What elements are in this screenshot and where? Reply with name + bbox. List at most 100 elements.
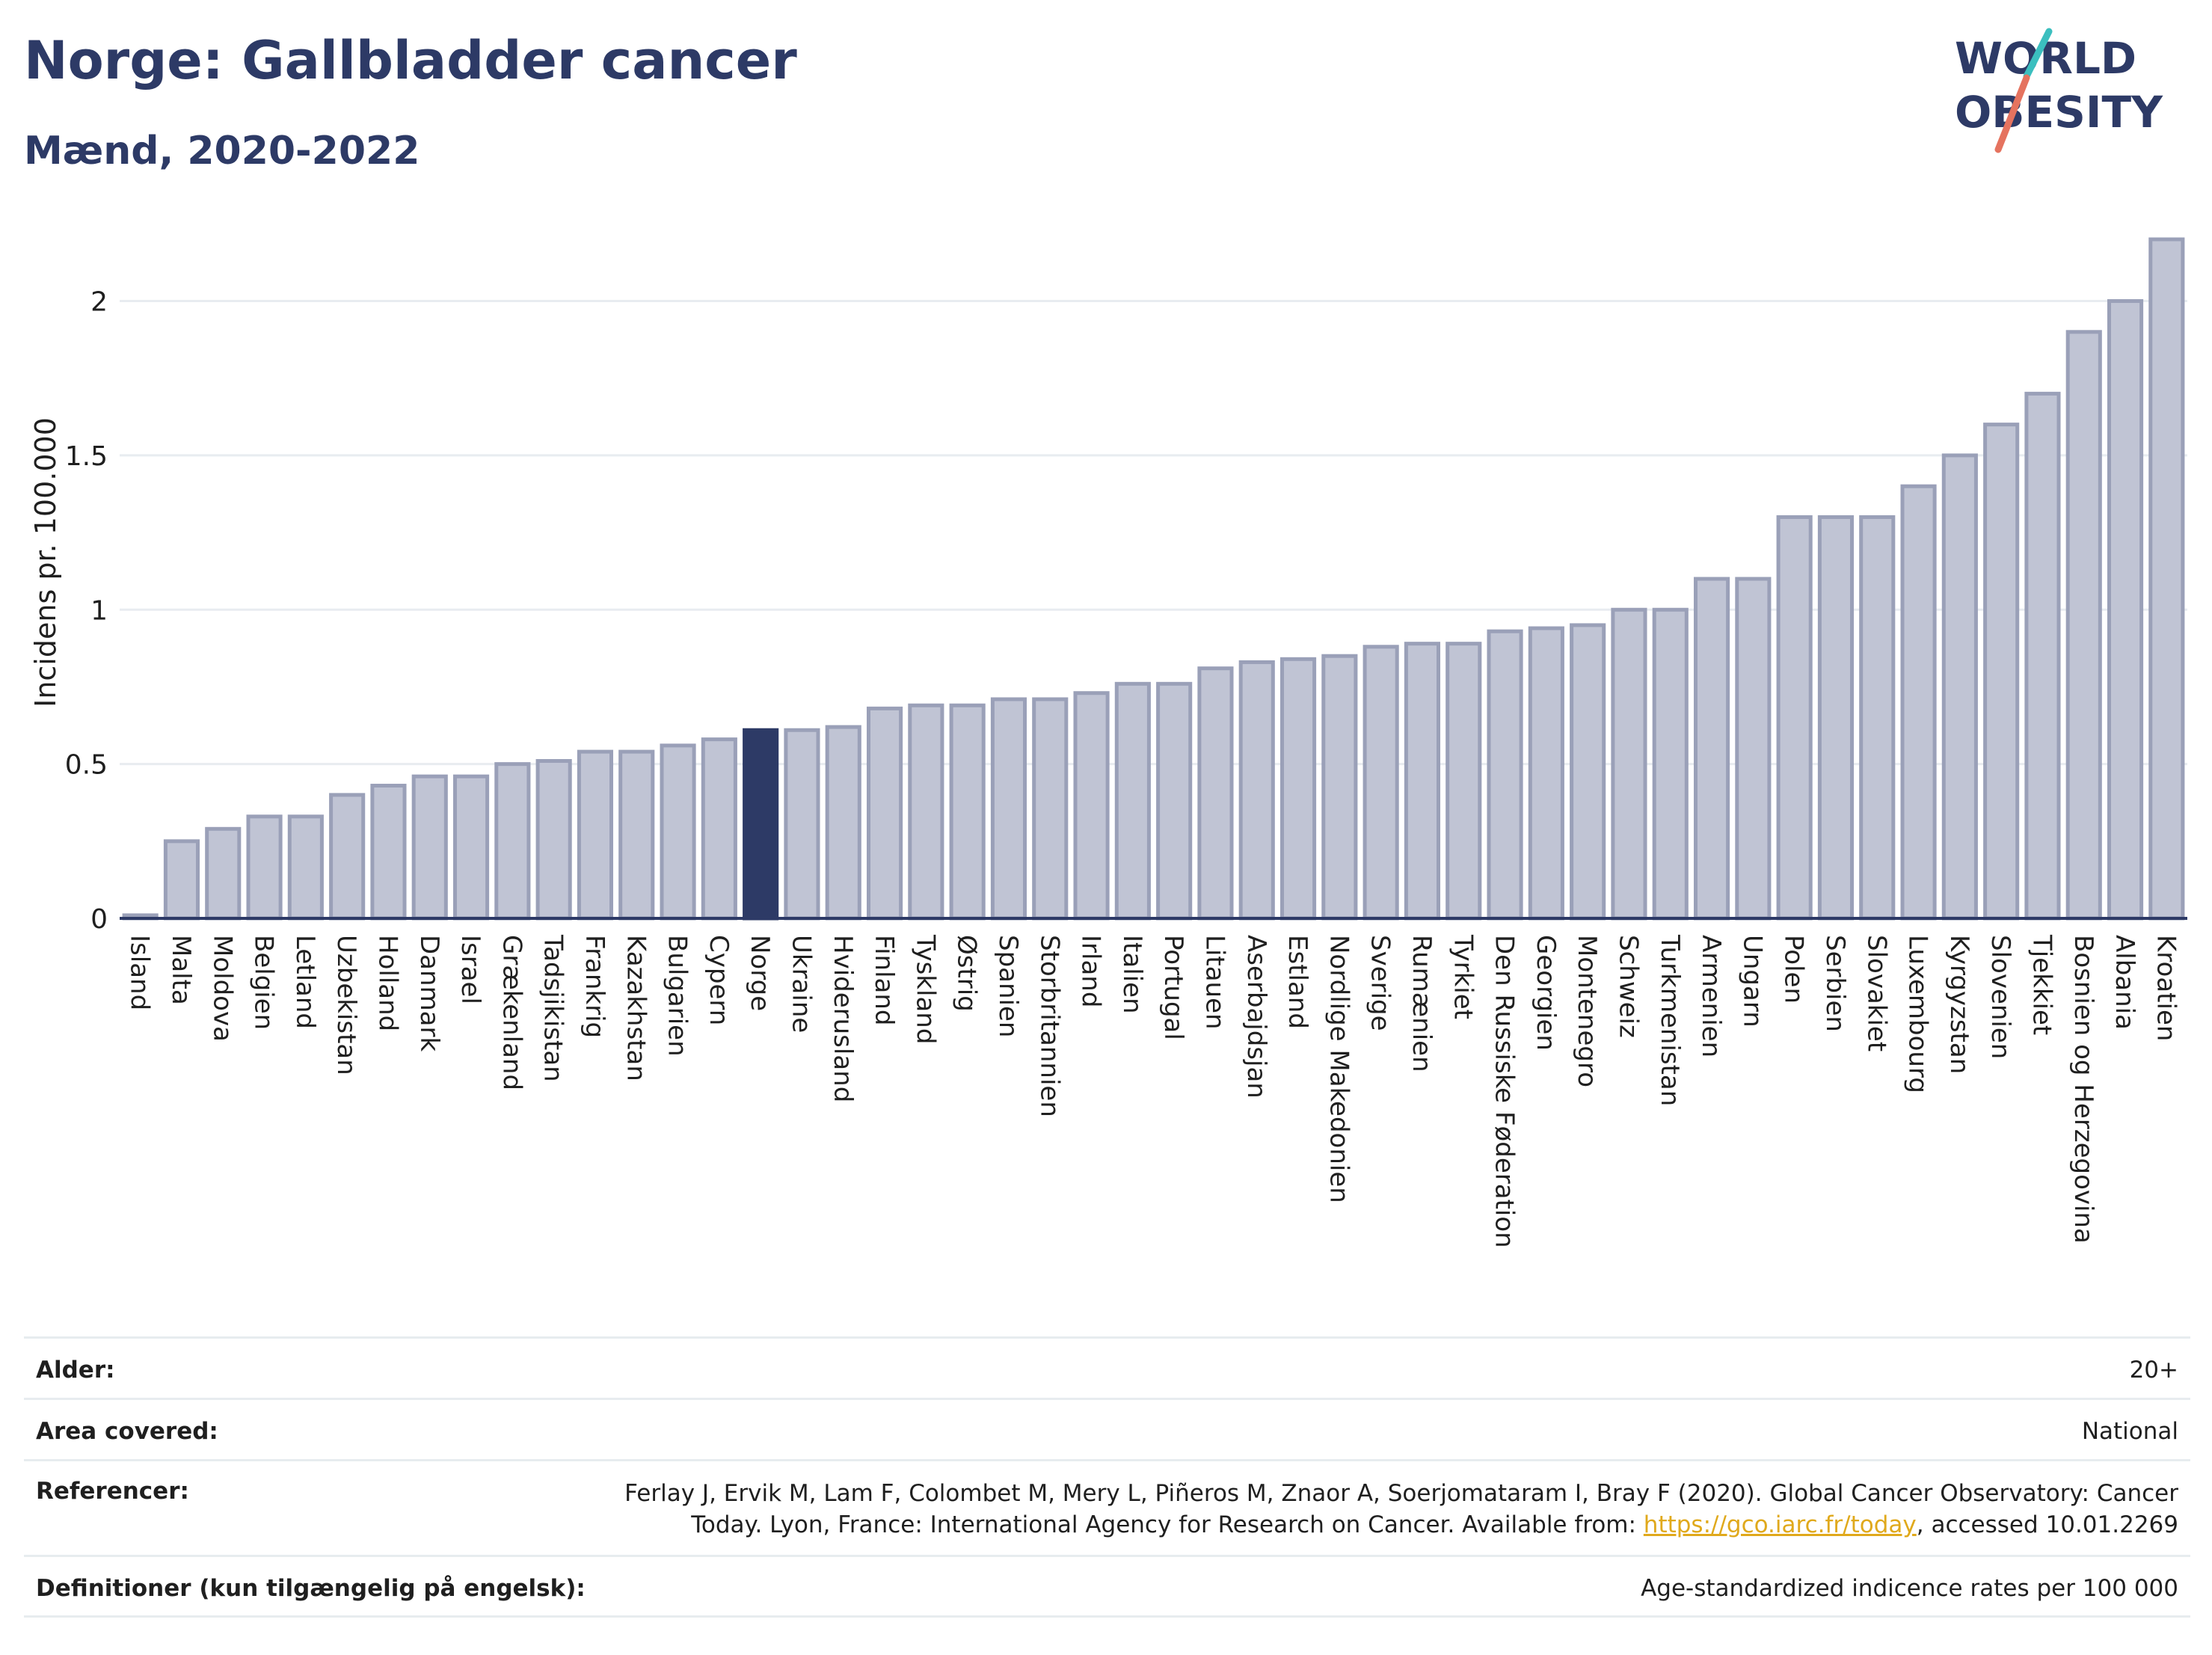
bar-portugal[interactable] <box>1156 681 1193 921</box>
x-tick-label: Frankrig <box>580 935 609 1038</box>
bar-ukraine[interactable] <box>784 728 820 921</box>
x-tick-label: Nordlige Makedonien <box>1324 935 1354 1203</box>
x-tick-label: Italien <box>1117 935 1147 1014</box>
bar-belgien[interactable] <box>246 814 283 921</box>
reference-line-2-text: Today. Lyon, France: International Agenc… <box>691 1511 1644 1538</box>
x-tick-label: Tyskland <box>910 934 940 1044</box>
x-tick-label: Tjekkiet <box>2027 934 2056 1035</box>
bar-cypern[interactable] <box>701 737 737 921</box>
bar-irland[interactable] <box>1073 691 1110 921</box>
x-tick-label: Finland <box>869 935 899 1026</box>
x-tick-label: Østrig <box>952 935 982 1012</box>
y-tick-label: 1 <box>90 595 108 626</box>
x-tick-label: Montenegro <box>1572 935 1602 1087</box>
bar-bulgarien[interactable] <box>660 743 696 921</box>
x-tick-label: Estland <box>1282 935 1312 1029</box>
bar-uzbekistan[interactable] <box>329 793 366 921</box>
x-tick-label: Rumænien <box>1407 935 1437 1072</box>
x-tick-label: Belgien <box>249 935 279 1030</box>
info-row-definitions: Definitioner (kun tilgængelig på engelsk… <box>24 1555 2190 1618</box>
x-tick-label: Schweiz <box>1613 935 1643 1038</box>
bar-norge[interactable] <box>743 728 779 921</box>
bar-finland[interactable] <box>866 706 903 921</box>
bar-holland[interactable] <box>370 784 407 921</box>
bar-frankrig[interactable] <box>577 749 614 921</box>
bar-grækenland[interactable] <box>494 762 531 921</box>
x-tick-label: Slovakiet <box>1861 935 1891 1051</box>
references-value: Ferlay J, Ervik M, Lam F, Colombet M, Me… <box>624 1478 2190 1541</box>
bar-luxembourg[interactable] <box>1900 484 1937 921</box>
info-table: Alder: 20+ Area covered: National Refere… <box>24 1336 2190 1618</box>
x-tick-label: Litauen <box>1199 935 1229 1030</box>
x-tick-label: Armenien <box>1696 935 1726 1057</box>
x-tick-label: Luxembourg <box>1903 935 1933 1093</box>
bar-tyskland[interactable] <box>908 703 944 921</box>
bar-armenien[interactable] <box>1693 577 1730 921</box>
y-tick-label: 1.5 <box>65 441 108 472</box>
bar-litauen[interactable] <box>1197 666 1234 921</box>
x-tick-label: Uzbekistan <box>331 935 361 1075</box>
x-tick-label: Island <box>125 935 155 1010</box>
bar-rumænien[interactable] <box>1404 642 1441 921</box>
x-tick-label: Kroatien <box>2151 935 2181 1041</box>
bar-nordlige-makedonien[interactable] <box>1321 654 1358 921</box>
bar-kroatien[interactable] <box>2148 237 2185 921</box>
x-tick-label: Den Russiske Føderation <box>1490 935 1520 1248</box>
bar-estland[interactable] <box>1279 657 1317 921</box>
bar-spanien[interactable] <box>990 697 1027 921</box>
age-value: 20+ <box>2129 1357 2178 1384</box>
bar-montenegro[interactable] <box>1570 623 1606 921</box>
bar-kyrgyzstan[interactable] <box>1941 453 1978 921</box>
x-tick-label: Portugal <box>1158 935 1188 1040</box>
chart-title: Norge: Gallbladder cancer <box>24 30 797 91</box>
bar-serbien[interactable] <box>1817 515 1855 921</box>
bar-tadsjikistan[interactable] <box>535 759 572 921</box>
bar-albania[interactable] <box>2107 299 2144 921</box>
x-tick-labels: Island Malta Moldova Belgien Letland Uzbekist… <box>125 934 2181 1248</box>
x-tick-label: Serbien <box>1820 935 1850 1032</box>
bar-den-russiske-føderation[interactable] <box>1487 629 1523 921</box>
bar-aserbajdsjan[interactable] <box>1238 660 1275 921</box>
bar-slovakiet[interactable] <box>1859 515 1896 921</box>
x-tick-label: Polen <box>1779 935 1809 1004</box>
y-axis-label: Incidens pr. 100.000 <box>29 417 62 707</box>
x-tick-label: Georgien <box>1531 935 1561 1051</box>
x-tick-label: Norge <box>745 935 775 1011</box>
bar-sverige[interactable] <box>1362 645 1399 921</box>
logo-slash-coral <box>1994 74 2030 153</box>
bar-østrig[interactable] <box>949 703 986 921</box>
bar-moldova[interactable] <box>205 826 242 921</box>
bar-schweiz[interactable] <box>1611 607 1647 921</box>
bar-slovenien[interactable] <box>1983 423 2020 921</box>
bar-italien[interactable] <box>1114 681 1151 921</box>
x-tick-label: Kazakhstan <box>621 935 651 1081</box>
x-tick-label: Storbritannien <box>1034 935 1064 1117</box>
y-tick-labels: 0 0.5 1 1.5 2 <box>65 287 108 935</box>
bar-tyrkiet[interactable] <box>1446 642 1482 921</box>
x-tick-label: Irland <box>1076 935 1106 1007</box>
bar-hviderusland[interactable] <box>825 725 861 921</box>
bar-tjekkiet[interactable] <box>2024 391 2061 921</box>
bar-georgien[interactable] <box>1528 626 1564 921</box>
bar-malta[interactable] <box>163 839 200 921</box>
bar-bosnien-og-herzegovina[interactable] <box>2065 330 2102 921</box>
chart-subtitle: Mænd, 2020-2022 <box>24 129 420 174</box>
reference-link[interactable]: https://gco.iarc.fr/today <box>1643 1511 1917 1538</box>
x-tick-label: Tyrkiet <box>1448 934 1478 1019</box>
bar-danmark[interactable] <box>411 774 448 921</box>
info-row-references: Referencer: Ferlay J, Ervik M, Lam F, Co… <box>24 1459 2190 1555</box>
bar-ungarn[interactable] <box>1735 577 1772 921</box>
world-obesity-logo: WORLD OBESITY <box>1955 28 2163 153</box>
x-tick-label: Moldova <box>207 935 237 1042</box>
x-tick-label: Hviderusland <box>828 935 858 1102</box>
x-tick-label: Letland <box>290 935 320 1029</box>
definitions-value: Age-standardized indicence rates per 100… <box>1641 1575 2178 1602</box>
reference-line-1: Ferlay J, Ervik M, Lam F, Colombet M, Me… <box>624 1480 2178 1507</box>
bar-israel[interactable] <box>452 774 490 921</box>
bar-turkmenistan[interactable] <box>1652 607 1689 921</box>
bar-polen[interactable] <box>1776 515 1813 921</box>
bar-letland[interactable] <box>287 814 324 921</box>
y-tick-label: 0.5 <box>65 750 108 781</box>
bar-storbritannien[interactable] <box>1032 697 1069 921</box>
bar-kazakhstan[interactable] <box>618 749 655 921</box>
